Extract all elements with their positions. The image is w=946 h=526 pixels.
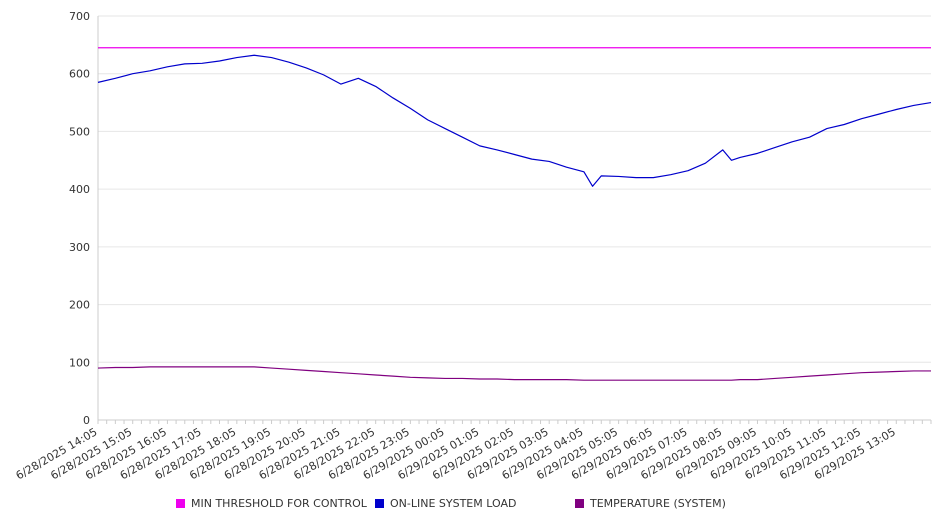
series-line-online-load	[97, 54, 932, 187]
legend-label-temperature: TEMPERATURE (SYSTEM)	[590, 497, 726, 510]
series-lines	[97, 47, 932, 381]
y-tick-label: 200	[69, 299, 90, 312]
legend: MIN THRESHOLD FOR CONTROL ON-LINE SYSTEM…	[0, 497, 946, 517]
x-axis-ticks: 6/28/2025 14:056/28/2025 15:056/28/2025 …	[14, 425, 898, 482]
y-tick-label: 100	[69, 356, 90, 369]
y-tick-label: 500	[69, 125, 90, 138]
y-axis-ticks: 0 100 200 300 400 500 600 700	[69, 10, 90, 427]
legend-label-min-threshold: MIN THRESHOLD FOR CONTROL	[191, 497, 367, 510]
y-tick-label: 400	[69, 183, 90, 196]
legend-item-online-load[interactable]: ON-LINE SYSTEM LOAD	[375, 497, 516, 510]
legend-swatch-online-load	[375, 499, 384, 508]
y-tick-label: 600	[69, 68, 90, 81]
series-line-temperature	[97, 366, 931, 381]
legend-item-temperature[interactable]: TEMPERATURE (SYSTEM)	[575, 497, 726, 510]
legend-label-online-load: ON-LINE SYSTEM LOAD	[390, 497, 517, 510]
gridlines	[98, 15, 931, 363]
axes	[97, 16, 932, 424]
y-tick-label: 700	[69, 10, 90, 23]
y-tick-label: 0	[83, 414, 90, 427]
legend-swatch-min-threshold	[176, 499, 185, 508]
legend-swatch-temperature	[575, 499, 584, 508]
legend-item-min-threshold[interactable]: MIN THRESHOLD FOR CONTROL	[176, 497, 367, 510]
y-tick-label: 300	[69, 241, 90, 254]
